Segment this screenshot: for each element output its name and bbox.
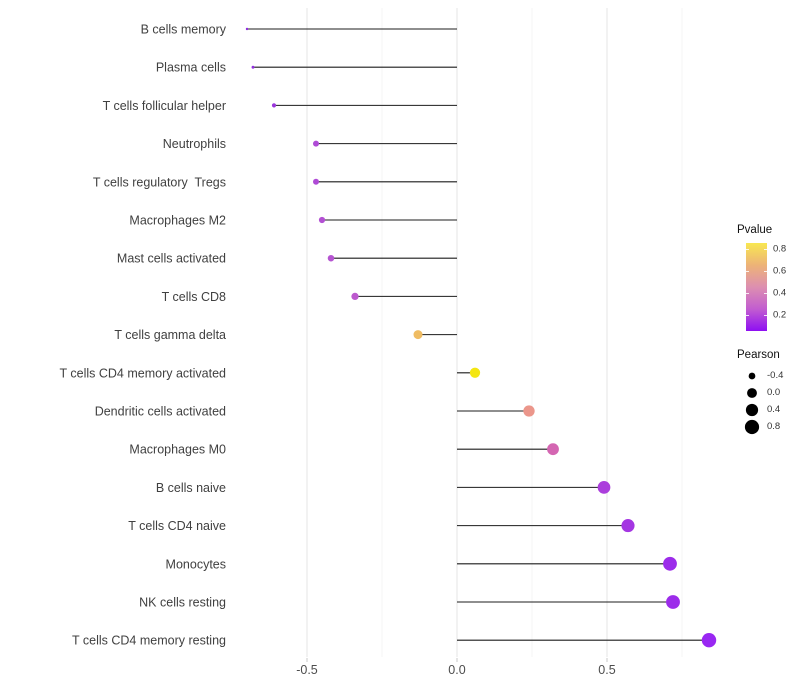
pearson-legend-label: -0.4	[767, 370, 784, 381]
y-axis-label: T cells gamma delta	[114, 328, 226, 342]
y-axis-label: T cells CD4 naive	[128, 519, 226, 533]
pearson-size-legend: Pearson -0.4 0.0 0.4 0.8	[737, 349, 799, 435]
pvalue-tick-label: 0.8	[773, 243, 787, 255]
pvalue-gradient-wrap: 0.8 0.6 0.4 0.2	[746, 243, 800, 331]
y-axis-label: Mast cells activated	[117, 252, 226, 266]
pvalue-tick-label: 0.4	[773, 287, 787, 299]
lollipop-dot	[251, 65, 255, 69]
lollipop-dot	[313, 178, 319, 185]
lollipop-dot	[313, 140, 319, 147]
x-axis-tick-label: 0.5	[598, 663, 615, 677]
y-axis-label: T cells regulatory Tregs	[93, 175, 226, 189]
pvalue-tick-mark	[746, 249, 749, 250]
pearson-legend-dot-circle	[744, 419, 760, 434]
pvalue-tick-mark	[764, 249, 767, 250]
lollipop-dot	[701, 633, 717, 648]
lollipop-dot	[351, 292, 359, 301]
lollipop-dot	[327, 254, 335, 262]
lollipop-dot	[523, 405, 535, 417]
lollipop-dot	[621, 519, 635, 533]
y-axis-label: T cells follicular helper	[103, 99, 226, 113]
lollipop-dot	[597, 481, 611, 494]
pearson-legend-dot	[744, 419, 760, 435]
pearson-legend-item: 0.8	[737, 418, 799, 435]
pearson-legend-item: 0.4	[737, 401, 799, 418]
pearson-legend-item: 0.0	[737, 384, 799, 401]
pvalue-tick-mark	[746, 271, 749, 272]
pvalue-tick-mark	[746, 293, 749, 294]
pvalue-gradient-bar	[746, 243, 767, 331]
pearson-legend-dot-circle	[745, 403, 759, 416]
pearson-legend-dot-circle	[747, 387, 757, 398]
pearson-legend-dot-circle	[748, 372, 756, 379]
pvalue-tick-mark	[746, 315, 749, 316]
lollipop-dot	[245, 27, 249, 31]
lollipop-dot	[318, 216, 326, 224]
pearson-legend-label: 0.4	[767, 404, 781, 415]
y-axis-label: Macrophages M0	[129, 443, 226, 457]
y-axis-label: B cells memory	[141, 23, 227, 37]
pearson-legend-dot	[744, 402, 760, 418]
y-axis-label: T cells CD8	[162, 290, 226, 304]
lollipop-dot	[663, 556, 677, 571]
pvalue-legend-title: Pvalue	[737, 224, 773, 236]
y-axis-label: NK cells resting	[139, 596, 226, 610]
y-axis-label: Monocytes	[166, 557, 226, 571]
y-axis-label: Plasma cells	[156, 61, 226, 75]
pearson-legend-label: 0.0	[767, 387, 781, 398]
pearson-legend-label: 0.8	[767, 421, 781, 432]
pvalue-legend: Pvalue 0.8 0.6 0.4 0.2	[737, 224, 799, 331]
lollipop-dot	[271, 103, 277, 108]
y-axis-label: T cells CD4 memory resting	[72, 634, 226, 648]
lollipop-dot	[547, 443, 559, 456]
lollipop-dot	[413, 330, 423, 340]
pvalue-tick-label: 0.2	[773, 309, 787, 321]
pearson-legend-item: -0.4	[737, 367, 799, 384]
y-axis-label: T cells CD4 memory activated	[60, 366, 227, 380]
pvalue-tick-mark	[764, 293, 767, 294]
pvalue-tick-mark	[764, 315, 767, 316]
x-axis-tick-label: -0.5	[296, 663, 318, 677]
pearson-legend-title: Pearson	[737, 349, 780, 361]
y-axis-label: Neutrophils	[163, 137, 226, 151]
pearson-legend-dot	[744, 385, 760, 401]
y-axis-label: Macrophages M2	[129, 214, 226, 228]
y-axis-label: Dendritic cells activated	[95, 405, 226, 419]
pearson-legend-dot	[744, 368, 760, 384]
lollipop-dot	[469, 367, 481, 378]
x-axis-tick-label: 0.0	[448, 663, 465, 677]
y-axis-label: B cells naive	[156, 481, 226, 495]
lollipop-dot	[666, 595, 680, 609]
pvalue-tick-mark	[764, 271, 767, 272]
pvalue-tick-label: 0.6	[773, 265, 787, 277]
